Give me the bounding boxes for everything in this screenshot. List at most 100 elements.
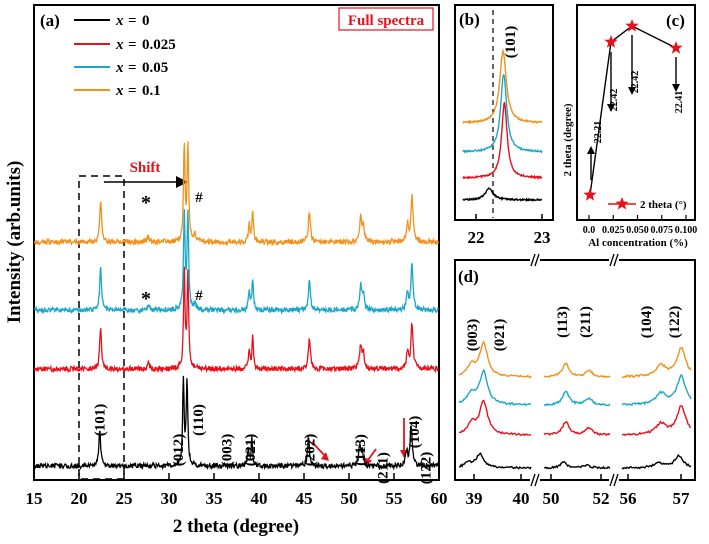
legend-entry-3: x = 0.1 bbox=[74, 83, 161, 99]
panel-a-x-tick-label-5: 40 bbox=[251, 489, 268, 508]
panel-d-trace-1-3 bbox=[543, 361, 611, 379]
panel-c-x-tick-label-4: 0.100 bbox=[675, 225, 698, 236]
panel-a-frame bbox=[33, 4, 440, 481]
panel-a-x-tick-label-7: 50 bbox=[341, 489, 358, 508]
panel-a-x-tick-label-8: 55 bbox=[386, 489, 403, 508]
panel-a-x-tick-labels: 15 20 25 30 35 40 45 50 55 60 bbox=[26, 489, 448, 508]
panel-a-letter: (a) bbox=[40, 11, 60, 30]
panel-c: (c) 2 theta (degree) 0.0 0.025 0.050 0.075 0… bbox=[562, 4, 698, 249]
panel-d-peak-label-1-0: (113) bbox=[555, 306, 571, 338]
panel-a-peak-label-4: (021) bbox=[243, 434, 259, 467]
panel-c-x-tick-labels: 0.0 0.025 0.050 0.075 0.100 bbox=[583, 225, 698, 236]
panel-a-trace-3 bbox=[33, 141, 440, 247]
shift-label: Shift bbox=[130, 160, 161, 176]
legend-eq-0: = bbox=[128, 13, 137, 29]
legend-value-2: 0.05 bbox=[142, 60, 168, 76]
legend-value-3: 0.1 bbox=[142, 83, 161, 99]
panel-a-peak-labels: (101) (012)(110) (003) (021) (202) (113) (211)… bbox=[93, 404, 435, 485]
panel-c-point-2 bbox=[625, 19, 639, 32]
panel-c-legend-label: 2 theta (°) bbox=[640, 199, 687, 211]
panel-c-x-ticks bbox=[588, 215, 687, 220]
panel-d-break-top-1 bbox=[530, 253, 540, 267]
panel-c-point-1 bbox=[604, 35, 618, 48]
impurity-star-1: * bbox=[141, 192, 151, 214]
panel-a-x-tick-label-1: 20 bbox=[71, 489, 88, 508]
panel-d-trace-2-3 bbox=[621, 347, 692, 379]
panel-c-point-3 bbox=[669, 41, 683, 54]
panel-a-x-tick-label-4: 35 bbox=[206, 489, 223, 508]
panel-c-x-tick-label-2: 0.050 bbox=[626, 225, 649, 236]
panel-d-break-top-2 bbox=[609, 253, 619, 267]
panel-d-x-tick-label-0-1: 40 bbox=[513, 489, 530, 508]
panel-c-arrow-head-1 bbox=[607, 104, 615, 112]
panel-b-tick-label-23: 23 bbox=[534, 228, 551, 247]
panel-c-ylabel: 2 theta (degree) bbox=[562, 103, 574, 176]
panel-a-x-tick-label-6: 45 bbox=[296, 489, 313, 508]
panel-a-x-tick-label-0: 15 bbox=[26, 489, 43, 508]
panel-a-peak-label-1: (012) bbox=[171, 434, 187, 467]
panel-d-x-tick-label-0-0: 39 bbox=[466, 489, 483, 508]
panel-a-x-ticks bbox=[33, 473, 440, 480]
panel-c-point-label-2: 22.42 bbox=[630, 71, 641, 94]
panel-a-peak-label-7: (211) bbox=[375, 452, 391, 484]
panel-c-point-label-1: 22.42 bbox=[609, 89, 620, 112]
panel-a-trace-0 bbox=[33, 375, 440, 471]
panel-d-peak-label-0-1: (021) bbox=[492, 319, 508, 352]
impurity-hash-1: # bbox=[195, 190, 203, 206]
panel-b-traces bbox=[462, 48, 543, 203]
panel-d-x-tick-label-1-0: 50 bbox=[543, 489, 560, 508]
panel-c-point-0 bbox=[583, 188, 597, 201]
panel-c-arrow-head-3 bbox=[672, 84, 680, 92]
panel-d-peak-label-2-1: (122) bbox=[667, 306, 683, 339]
panel-a-legend: x = 0 x = 0.025 x = 0.05 x = 0.1 bbox=[74, 13, 176, 99]
panel-d-peak-label-2-0: (104) bbox=[639, 306, 655, 339]
legend-eq-3: = bbox=[128, 83, 137, 99]
red-arrow-021-head bbox=[321, 452, 329, 461]
legend-entry-1: x = 0.025 bbox=[74, 37, 176, 53]
legend-var-1: x bbox=[115, 37, 124, 53]
panel-d-x-tick-label-2-1: 57 bbox=[673, 489, 691, 508]
panel-b: (b) (101) 22 23 bbox=[454, 4, 554, 247]
panel-b-frame bbox=[454, 4, 554, 221]
red-arrow-211 bbox=[367, 448, 377, 461]
panel-b-trace-2 bbox=[462, 74, 543, 154]
panel-b-letter: (b) bbox=[459, 10, 480, 29]
legend-var-0: x bbox=[115, 13, 124, 29]
legend-var-2: x bbox=[115, 60, 124, 76]
panel-d-trace-2-1 bbox=[621, 405, 692, 437]
panel-a-trace-1 bbox=[33, 266, 439, 374]
panel-a-peak-label-2: (110) bbox=[191, 404, 207, 436]
panel-d-trace-1-2 bbox=[543, 390, 611, 407]
impurity-hash-2: # bbox=[195, 288, 203, 304]
panel-d-trace-0-1 bbox=[458, 399, 532, 437]
full-spectra-box bbox=[338, 7, 434, 31]
panel-c-point-label-3: 22.41 bbox=[674, 91, 685, 114]
panel-d-trace-2-0 bbox=[621, 453, 692, 470]
panel-a-peak-label-9: (122) bbox=[419, 452, 435, 485]
panel-c-x-tick-label-0: 0.0 bbox=[583, 225, 596, 236]
panel-c-x-tick-label-1: 0.025 bbox=[602, 225, 625, 236]
panel-d-frame bbox=[454, 259, 696, 481]
panel-b-trace-0 bbox=[462, 187, 543, 203]
panel-a-ylabel: Intensity (arb.units) bbox=[4, 161, 25, 324]
panel-a-trace-2 bbox=[33, 209, 439, 315]
red-arrow-021 bbox=[311, 441, 326, 457]
panel-d-break-bottom-1 bbox=[530, 473, 540, 487]
panel-d-peak-label-0-0: (003) bbox=[465, 319, 481, 352]
legend-entry-0: x = 0 bbox=[74, 13, 150, 29]
panel-a-xlabel: 2 theta (degree) bbox=[173, 516, 299, 537]
panel-d-letter: (d) bbox=[458, 267, 479, 286]
panel-a-x-tick-label-9: 60 bbox=[431, 489, 448, 508]
panel-d-trace-0-0 bbox=[458, 452, 532, 470]
panel-b-title: (101) bbox=[503, 26, 519, 59]
panel-c-letter: (c) bbox=[666, 11, 685, 30]
legend-eq-2: = bbox=[128, 60, 137, 76]
panel-c-frame bbox=[576, 4, 696, 221]
shift-region-box bbox=[78, 175, 125, 480]
impurity-star-2: * bbox=[141, 288, 151, 310]
panel-a-peak-label-0: (101) bbox=[93, 404, 109, 437]
panel-d-x-ticks: 39 40 50 52 56 57 bbox=[466, 474, 691, 508]
panel-a-peak-label-8: (104) bbox=[407, 416, 423, 449]
panel-c-x-tick-label-3: 0.075 bbox=[651, 225, 674, 236]
